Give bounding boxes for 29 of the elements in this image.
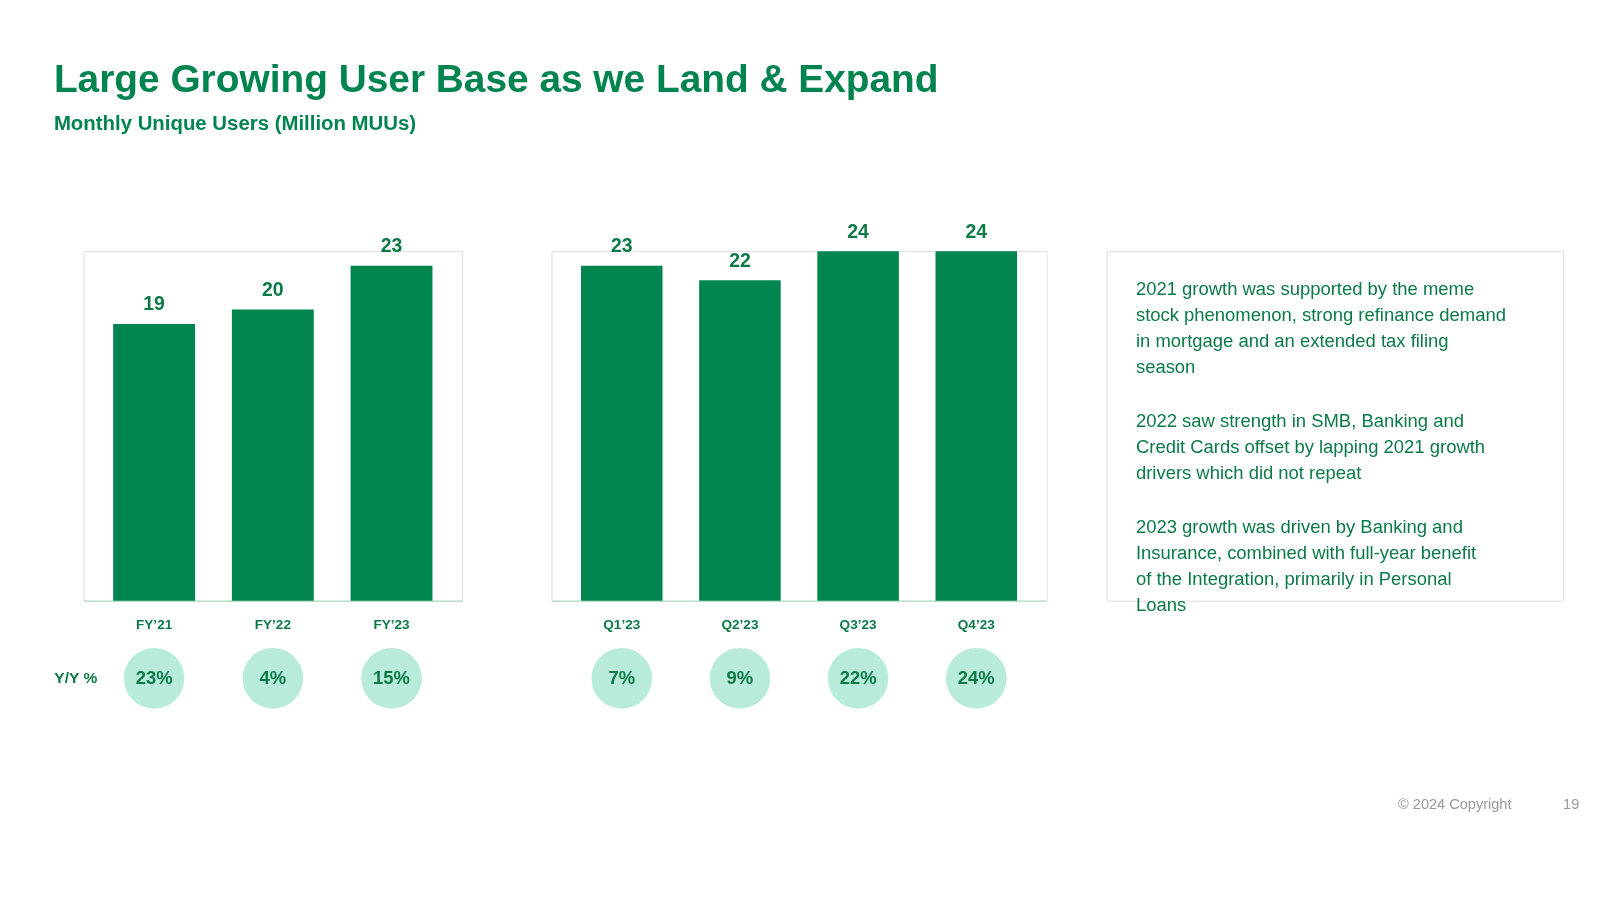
text: 23%: [135, 667, 173, 689]
x-tick-label: Q3’23: [839, 617, 878, 633]
text: 19: [1563, 796, 1580, 813]
data-label: 22: [729, 248, 751, 271]
text: 2022 saw strength in SMB, Banking and Credit Cards offset by lapping 2021 growth drivers which did not repeat: [1135, 409, 1486, 484]
data-label: 24: [965, 219, 988, 242]
data-label: 24: [847, 219, 870, 242]
text: Y/Y %: [54, 669, 98, 687]
x-tick-label: FY’21: [136, 617, 173, 633]
data-label: 23: [610, 234, 633, 257]
data-label: 23: [380, 234, 403, 257]
data-label: 19: [143, 292, 166, 315]
text: 22%: [839, 667, 877, 689]
x-tick-label: FY’23: [373, 617, 411, 633]
text: 24%: [957, 667, 995, 689]
x-tick-label: Q4’23: [957, 617, 996, 633]
text: 2021 growth was supported by the meme stock phenomenon, strong refinance demand in mortgage and an extended tax filing season: [1135, 277, 1506, 378]
x-tick-label: Q2’23: [721, 617, 759, 633]
text: 4%: [259, 667, 287, 689]
text: 7%: [608, 667, 636, 689]
text: © 2024 Copyright: [1398, 796, 1512, 813]
text: 2023 growth was driven by Banking and Insurance, combined with full-year benefit of the Integration, primarily in Personal Loans: [1135, 515, 1477, 616]
x-tick-label: FY’22: [254, 617, 292, 633]
data-label: 20: [262, 277, 284, 300]
text: 9%: [726, 667, 754, 689]
chart-subtitle: Monthly Unique Users (Million MUUs): [53, 112, 417, 135]
text: 15%: [373, 667, 410, 689]
x-tick-label: Q1’23: [603, 617, 641, 633]
chart-title: Large Growing User Base as we Land & Expand: [53, 57, 939, 101]
